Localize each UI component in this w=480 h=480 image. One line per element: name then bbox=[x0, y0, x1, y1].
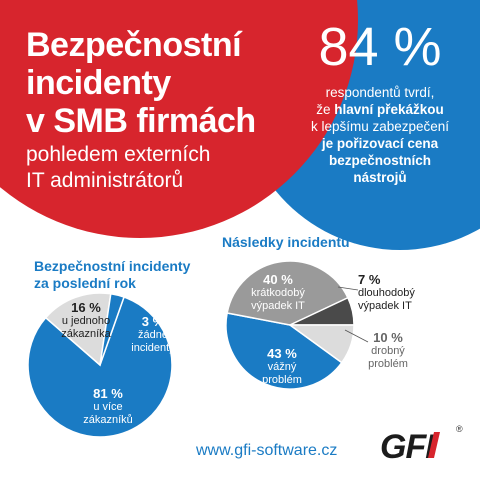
chart2-label-40-pct: 40 % bbox=[263, 272, 293, 287]
slice-vazny-problem bbox=[225, 312, 343, 390]
highlight-line2: že hlavní překážkou bbox=[292, 101, 468, 118]
website-url[interactable]: www.gfi-software.cz bbox=[196, 442, 338, 459]
slice-u-jednoho-zakaznika bbox=[44, 292, 112, 367]
chart2-label-10-pct: 10 % bbox=[373, 330, 403, 345]
chart1-label-81: 81 % u více zákazníků bbox=[70, 386, 146, 427]
chart2-label-43-line1: vážný bbox=[267, 361, 297, 373]
chart2-label-40-line2: výpadek IT bbox=[251, 300, 305, 312]
subtitle-line1: pohledem externích bbox=[26, 143, 211, 166]
highlight-line3: k lepšímu zabezpečení bbox=[310, 119, 450, 134]
chart1-label-81-line2: zákazníků bbox=[83, 414, 133, 426]
slice-u-vice-zakazniku bbox=[27, 296, 173, 438]
chart1-label-81-pct: 81 % bbox=[93, 386, 123, 401]
red-circle bbox=[0, 0, 358, 238]
pie-chart-consequences bbox=[225, 260, 355, 390]
chart2-label-40: 40 % krátkodobý výpadek IT bbox=[236, 272, 320, 313]
highlight-text: respondentů tvrdí, že hlavní překážkou k… bbox=[292, 84, 468, 186]
chart1-title-line1: Bezpečnostní incidenty bbox=[34, 258, 191, 274]
main-title-line3: v SMB firmách bbox=[26, 102, 256, 140]
highlight-line6-bold: nástrojů bbox=[353, 170, 407, 185]
highlight-line4-bold: je pořizovací cena bbox=[321, 136, 439, 151]
gfi-logo-red-bar bbox=[428, 432, 440, 458]
chart2-label-43-line2: problém bbox=[262, 374, 302, 386]
slice-drobny-problem bbox=[287, 324, 355, 364]
highlight-line1: respondentů tvrdí, bbox=[325, 85, 435, 100]
highlight-line5: bezpečnostních bbox=[292, 152, 468, 169]
registered-mark: ® bbox=[456, 424, 463, 434]
chart2-label-7-line1: dlouhodobý bbox=[358, 287, 415, 299]
chart1-label-16-line1: u jednoho bbox=[61, 315, 111, 327]
chart2-label-10-line1: drobný bbox=[371, 345, 405, 357]
chart1-label-16-pct: 16 % bbox=[71, 300, 101, 315]
chart1-label-16: 16 % u jednoho zákazníka bbox=[52, 300, 120, 341]
chart2-label-7: 7 % dlouhodobý výpadek IT bbox=[358, 272, 438, 313]
highlight-line2-pre: že bbox=[316, 102, 335, 117]
chart1-label-3-line1: žádné bbox=[138, 329, 168, 341]
main-title-line1: Bezpečnostní bbox=[26, 26, 242, 64]
gfi-logo-text: GFI bbox=[380, 428, 436, 464]
chart1-label-3: 3 % žádné incidenty bbox=[120, 314, 186, 355]
chart2-label-43: 43 % vážný problém bbox=[250, 346, 314, 387]
highlight-line2-bold: hlavní překážkou bbox=[334, 102, 444, 117]
highlight-value: 84 % bbox=[318, 17, 442, 77]
chart1-label-3-line2: incidenty bbox=[131, 342, 175, 354]
leader-line-7 bbox=[337, 286, 359, 291]
chart1-label-81-line1: u více bbox=[93, 401, 123, 413]
subtitle-line2: IT administrátorů bbox=[26, 169, 184, 192]
gfi-logo: GFI bbox=[378, 424, 458, 469]
chart2-label-7-line2: výpadek IT bbox=[358, 300, 412, 312]
slice-zadne-incidenty bbox=[99, 292, 125, 366]
slice-kratkodoby-vypadek bbox=[226, 260, 349, 326]
pie-chart-incidents bbox=[27, 292, 173, 438]
chart2-label-10-line2: problém bbox=[368, 358, 408, 370]
highlight-line6: nástrojů bbox=[292, 169, 468, 186]
chart1-label-3-pct: 3 % bbox=[141, 314, 165, 329]
highlight-line4: je pořizovací cena bbox=[292, 135, 468, 152]
chart1-label-16-line2: zákazníka bbox=[61, 328, 111, 340]
leader-line-10 bbox=[344, 329, 369, 343]
chart2-title: Následky incidentů bbox=[222, 234, 350, 250]
chart2-label-40-line1: krátkodobý bbox=[251, 287, 305, 299]
main-title-line2: incidenty bbox=[26, 64, 171, 102]
highlight-line5-bold: bezpečnostních bbox=[328, 153, 431, 168]
chart2-label-7-pct: 7 % bbox=[358, 272, 381, 287]
chart2-label-43-pct: 43 % bbox=[267, 346, 297, 361]
chart2-label-10: 10 % drobný problém bbox=[358, 330, 418, 371]
gfi-logo-graphic: GFI bbox=[380, 428, 440, 466]
chart1-title: Bezpečnostní incidenty za poslední rok bbox=[34, 258, 190, 292]
chart1-title-line2: za poslední rok bbox=[34, 275, 136, 291]
